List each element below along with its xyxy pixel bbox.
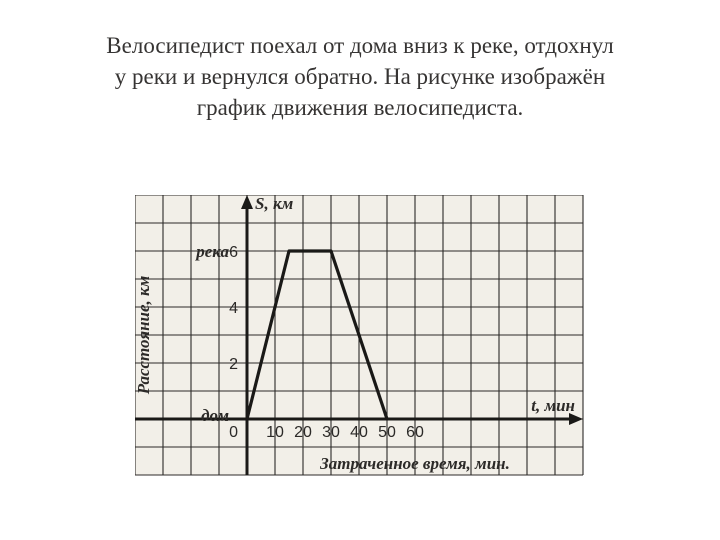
svg-text:река: река [194,242,229,261]
svg-text:дом: дом [201,406,229,425]
distance-time-chart: 0 10 20 30 40 50 60 2 4 6 S, км t, мин река дом Затрач… [135,195,585,495]
svg-text:2: 2 [229,356,238,373]
svg-text:10: 10 [266,424,284,441]
svg-text:Расстояние, км: Расстояние, км [135,275,153,395]
title-line-3: график движения велосипедиста. [197,95,524,120]
svg-text:60: 60 [406,424,424,441]
svg-text:4: 4 [229,300,238,317]
svg-text:Затраченное время, мин.: Затраченное время, мин. [319,454,510,473]
svg-text:0: 0 [229,424,238,441]
svg-text:20: 20 [294,424,312,441]
title-line-1: Велосипедист поехал от дома вниз к реке,… [106,33,613,58]
svg-text:50: 50 [378,424,396,441]
svg-text:30: 30 [322,424,340,441]
svg-text:40: 40 [350,424,368,441]
page-title: Велосипедист поехал от дома вниз к реке,… [30,30,690,123]
svg-text:S, км: S, км [255,195,294,213]
svg-text:6: 6 [229,244,238,261]
title-line-2: у реки и вернулся обратно. На рисунке из… [115,64,605,89]
svg-text:t, мин: t, мин [531,396,575,415]
